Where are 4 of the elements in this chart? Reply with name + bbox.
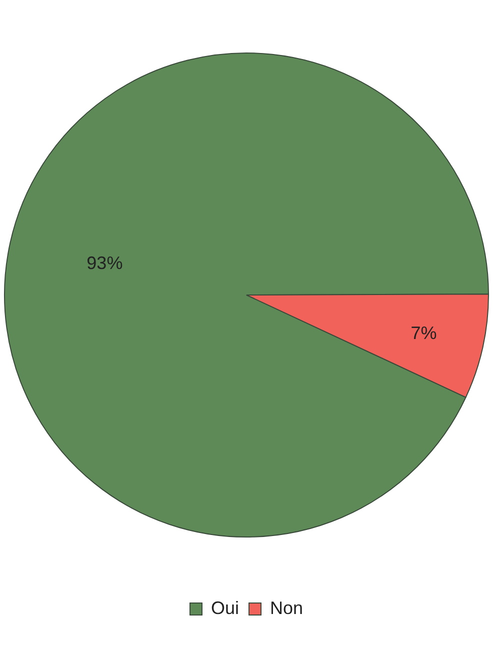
data-label: 93% bbox=[86, 252, 123, 273]
legend-label: Oui bbox=[210, 598, 239, 618]
legend-label: Non bbox=[270, 598, 304, 618]
data-label: 7% bbox=[410, 322, 437, 343]
